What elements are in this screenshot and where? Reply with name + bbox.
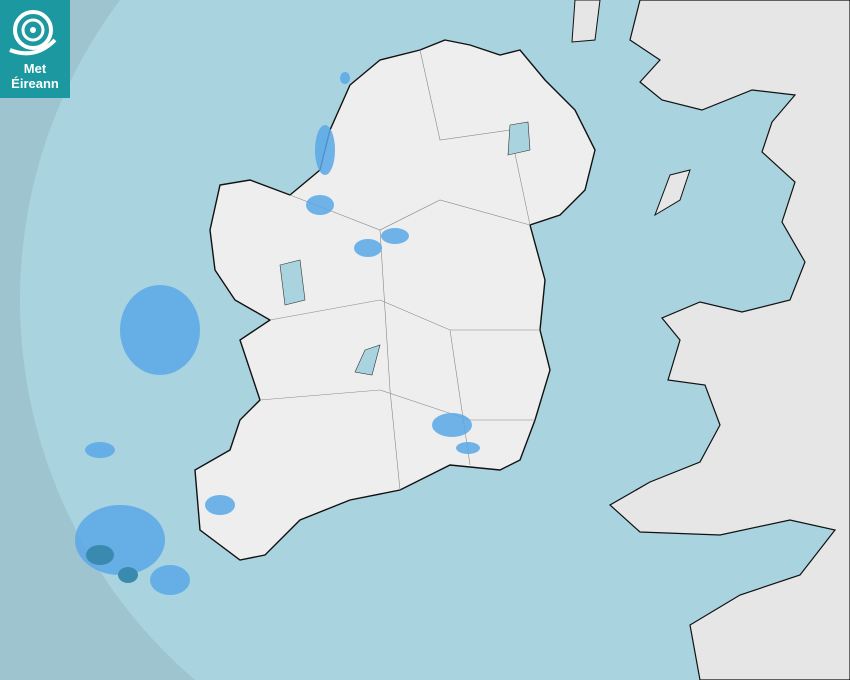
heavy-rain-echoes — [86, 545, 138, 583]
landmass-britain — [608, 0, 850, 680]
landmass-ireland — [194, 39, 596, 561]
lakes — [279, 121, 531, 376]
county-borders — [259, 49, 540, 491]
logo-text-met: Met — [23, 61, 47, 76]
island-isle-of-man — [654, 169, 691, 217]
island-kintyre — [571, 0, 601, 43]
met-eireann-logo[interactable]: Met Éireann — [0, 0, 70, 98]
swirl-logo-icon — [9, 10, 57, 56]
logo-text-eireann: Éireann — [11, 76, 59, 91]
